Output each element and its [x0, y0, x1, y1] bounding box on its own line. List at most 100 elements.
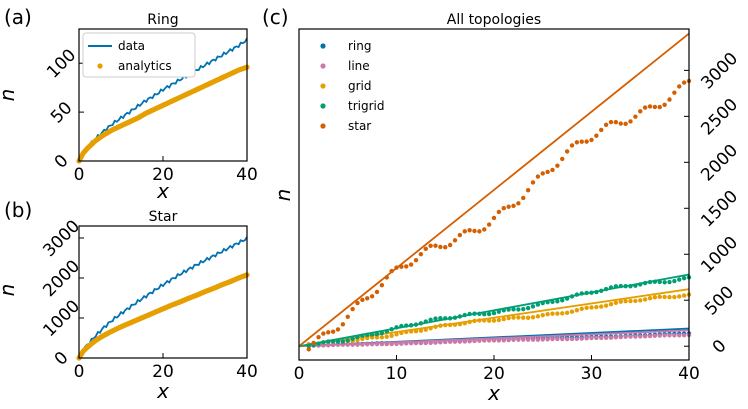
- point-line: [423, 340, 428, 346]
- point-star: [384, 275, 389, 280]
- point-grid: [569, 309, 575, 314]
- point-line: [540, 337, 545, 342]
- point-trigrid: [677, 277, 682, 282]
- panel-label-c: (c): [262, 5, 289, 29]
- point-line: [633, 334, 638, 339]
- point-line: [560, 336, 565, 342]
- point-trigrid: [330, 339, 336, 344]
- point-trigrid: [560, 298, 565, 303]
- point-star: [623, 121, 628, 127]
- point-trigrid: [423, 319, 428, 324]
- point-line: [408, 340, 414, 346]
- point-star: [628, 119, 633, 124]
- point-grid: [477, 318, 482, 323]
- point-grid: [457, 321, 463, 327]
- point-star: [638, 109, 643, 114]
- point-trigrid: [638, 282, 643, 287]
- plot-frame-a: [78, 28, 248, 162]
- point-star: [423, 246, 428, 251]
- point-star: [672, 90, 677, 95]
- point-star: [535, 174, 541, 179]
- point-grid: [603, 303, 609, 308]
- point-trigrid: [525, 305, 531, 311]
- point-star: [447, 242, 453, 248]
- panel-label-a: (a): [4, 5, 32, 29]
- point-grid: [525, 315, 531, 320]
- point-star: [330, 329, 336, 334]
- point-grid: [599, 304, 604, 309]
- point-line: [345, 342, 350, 347]
- y-tick-label-b-2000: 2000: [39, 256, 84, 301]
- point-grid: [428, 326, 433, 331]
- point-grid: [389, 333, 394, 338]
- point-star: [613, 120, 619, 125]
- x-axis-label-c: x: [487, 381, 500, 405]
- point-trigrid: [306, 343, 311, 349]
- point-grid: [657, 294, 662, 300]
- point-line: [360, 342, 365, 347]
- point-grid: [608, 302, 614, 307]
- y-tick-label-c-2000: 2000: [697, 141, 742, 186]
- point-trigrid: [491, 310, 497, 316]
- point-trigrid: [540, 300, 545, 306]
- point-trigrid: [589, 290, 594, 295]
- point-star: [404, 264, 409, 269]
- point-grid: [394, 332, 399, 337]
- point-star: [418, 252, 424, 257]
- legend-label-trigrid: trigrid: [348, 99, 384, 113]
- point-grid: [360, 336, 365, 342]
- point-star: [374, 289, 380, 295]
- y-tick-label-b-1000: 1000: [39, 296, 84, 341]
- panel-ring: (a) Ring n x 0 20 40 0 50 100 data analytics: [0, 5, 258, 203]
- point-trigrid: [418, 321, 424, 326]
- point-trigrid: [535, 302, 541, 307]
- point-trigrid: [667, 279, 672, 285]
- point-star: [521, 195, 526, 201]
- point-grid: [555, 311, 560, 316]
- point-grid: [550, 311, 555, 316]
- point-line: [672, 333, 677, 338]
- point-line: [452, 339, 458, 344]
- point-grid: [486, 318, 492, 323]
- point-line: [681, 332, 687, 338]
- point-line: [506, 337, 511, 343]
- point-star: [647, 104, 653, 109]
- point-trigrid: [594, 289, 599, 295]
- point-star: [452, 238, 458, 243]
- point-star: [652, 104, 658, 110]
- x-tick-label-a-20: 20: [152, 165, 174, 185]
- point-star: [413, 258, 419, 263]
- point-trigrid: [321, 340, 326, 345]
- point-line: [603, 335, 609, 341]
- point-star: [462, 229, 467, 234]
- series-line-data: [78, 37, 248, 160]
- chart-title-b: Star: [149, 209, 178, 225]
- point-line: [574, 336, 580, 341]
- point-trigrid: [428, 317, 433, 322]
- y-tick-label-b-0: 0: [51, 348, 73, 370]
- point-line: [374, 341, 380, 347]
- point-trigrid: [394, 325, 399, 330]
- point-grid: [482, 318, 487, 323]
- point-trigrid: [340, 339, 346, 344]
- point-line: [608, 335, 614, 340]
- point-trigrid: [516, 307, 521, 312]
- point-trigrid: [662, 280, 667, 285]
- point-trigrid: [335, 339, 341, 344]
- point-grid: [379, 335, 385, 340]
- point-grid: [589, 305, 594, 310]
- point-trigrid: [389, 327, 394, 332]
- point-grid: [433, 324, 438, 330]
- point-line: [652, 333, 658, 338]
- legend-label-analytics: analytics: [118, 59, 172, 73]
- point-line: [579, 336, 584, 341]
- point-star: [516, 201, 521, 206]
- point-trigrid: [404, 323, 409, 328]
- point-grid: [628, 298, 633, 304]
- point-grid: [594, 304, 599, 310]
- point-trigrid: [633, 283, 638, 288]
- point-star: [545, 169, 550, 175]
- point-star: [584, 139, 589, 144]
- point-star: [438, 244, 443, 250]
